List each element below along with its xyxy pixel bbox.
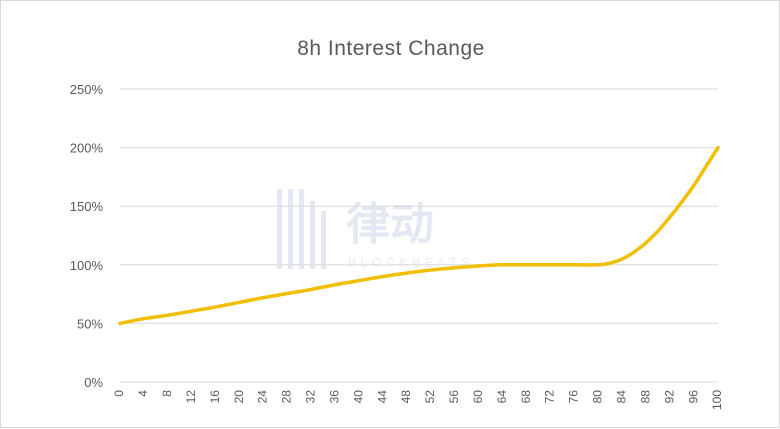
x-tick-label: 60 (471, 390, 485, 404)
x-tick-label: 48 (399, 390, 413, 404)
y-tick-label: 100% (70, 258, 104, 273)
series-group (118, 145, 720, 326)
y-tick-label: 250% (70, 82, 104, 97)
x-tick-label: 80 (591, 390, 605, 404)
x-tick-label: 56 (447, 390, 461, 404)
watermark-text: 律动 (346, 200, 434, 249)
y-tick-label: 50% (77, 316, 103, 331)
x-tick-label: 4 (136, 390, 150, 397)
x-tick-label: 52 (423, 390, 437, 404)
x-tick-label: 28 (280, 390, 294, 404)
x-tick-label: 20 (232, 390, 246, 404)
blockbeats-logo-icon (277, 189, 326, 269)
x-tick-label: 68 (519, 390, 533, 404)
gridlines (120, 88, 718, 383)
x-tick-label: 64 (495, 390, 509, 404)
x-tick-label: 0 (112, 390, 126, 397)
x-tick-label: 92 (662, 390, 676, 404)
x-tick-label: 72 (543, 390, 557, 404)
x-tick-label: 8 (160, 390, 174, 397)
x-axis-ticks: 0 4 8 12 16 20 24 28 32 36 40 44 48 52 56 60 64 68 72 76 80 8… (112, 390, 724, 410)
x-tick-label: 24 (256, 390, 270, 404)
x-tick-label: 76 (567, 390, 581, 404)
x-tick-label: 12 (184, 390, 198, 404)
x-tick-label: 100 (710, 390, 724, 410)
x-tick-label: 16 (208, 390, 222, 404)
x-tick-label: 96 (686, 390, 700, 404)
x-tick-label: 40 (351, 390, 365, 404)
x-tick-label: 32 (304, 390, 318, 404)
x-tick-label: 44 (375, 390, 389, 404)
y-tick-label: 0% (84, 375, 103, 390)
x-tick-label: 36 (327, 390, 341, 404)
x-tick-label: 88 (638, 390, 652, 404)
y-tick-label: 150% (70, 199, 104, 214)
series-line (118, 145, 720, 326)
y-tick-label: 200% (70, 141, 104, 156)
y-axis-ticks: 0% 50% 100% 150% 200% 250% (70, 82, 104, 390)
chart-title: 8h Interest Change (297, 37, 485, 60)
x-tick-label: 84 (614, 390, 628, 404)
watermark: 律动 BLOCKBEATS (277, 189, 474, 270)
watermark-subtext: BLOCKBEATS (348, 255, 474, 270)
